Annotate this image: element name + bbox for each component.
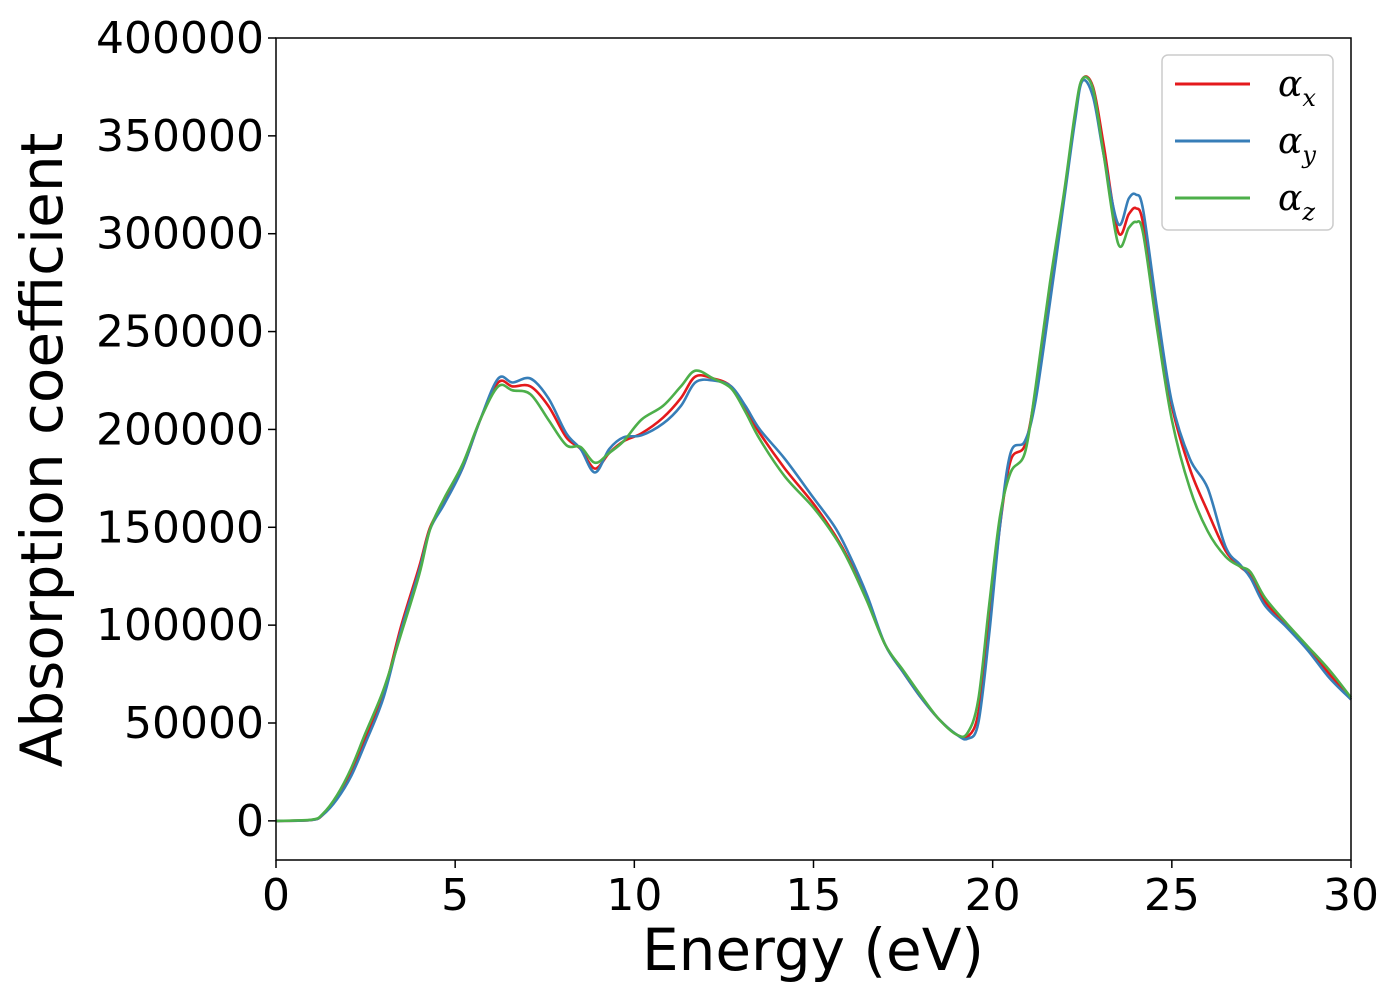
series-line-z	[275, 75, 1353, 823]
y-axis: 0 50000 100000 150000 200000 250000 300000 3500…	[96, 13, 276, 847]
y-tick-label: 300000	[96, 209, 264, 260]
x-tick-label: 30	[1323, 870, 1379, 921]
x-tick-label: 15	[786, 870, 842, 921]
x-axis-label: Energy (eV)	[642, 916, 984, 984]
x-tick-label: 25	[1144, 870, 1200, 921]
x-tick-label: 10	[606, 870, 662, 921]
y-tick-label: 350000	[96, 111, 264, 162]
y-tick-label: 250000	[96, 307, 264, 358]
x-tick-label: 20	[965, 870, 1021, 921]
x-axis: 0 5 10 15 20 25 30	[262, 860, 1379, 921]
y-tick-label: 400000	[96, 13, 264, 64]
y-tick-label: 100000	[96, 600, 264, 651]
y-tick-label: 150000	[96, 502, 264, 553]
y-tick-label: 200000	[96, 404, 264, 455]
y-tick-label: 0	[236, 796, 264, 847]
series-group	[275, 75, 1353, 823]
y-tick-label: 50000	[124, 698, 264, 749]
x-tick-label: 5	[441, 870, 469, 921]
y-axis-label: Absorption coefficient	[8, 133, 76, 768]
x-tick-label: 0	[262, 870, 290, 921]
